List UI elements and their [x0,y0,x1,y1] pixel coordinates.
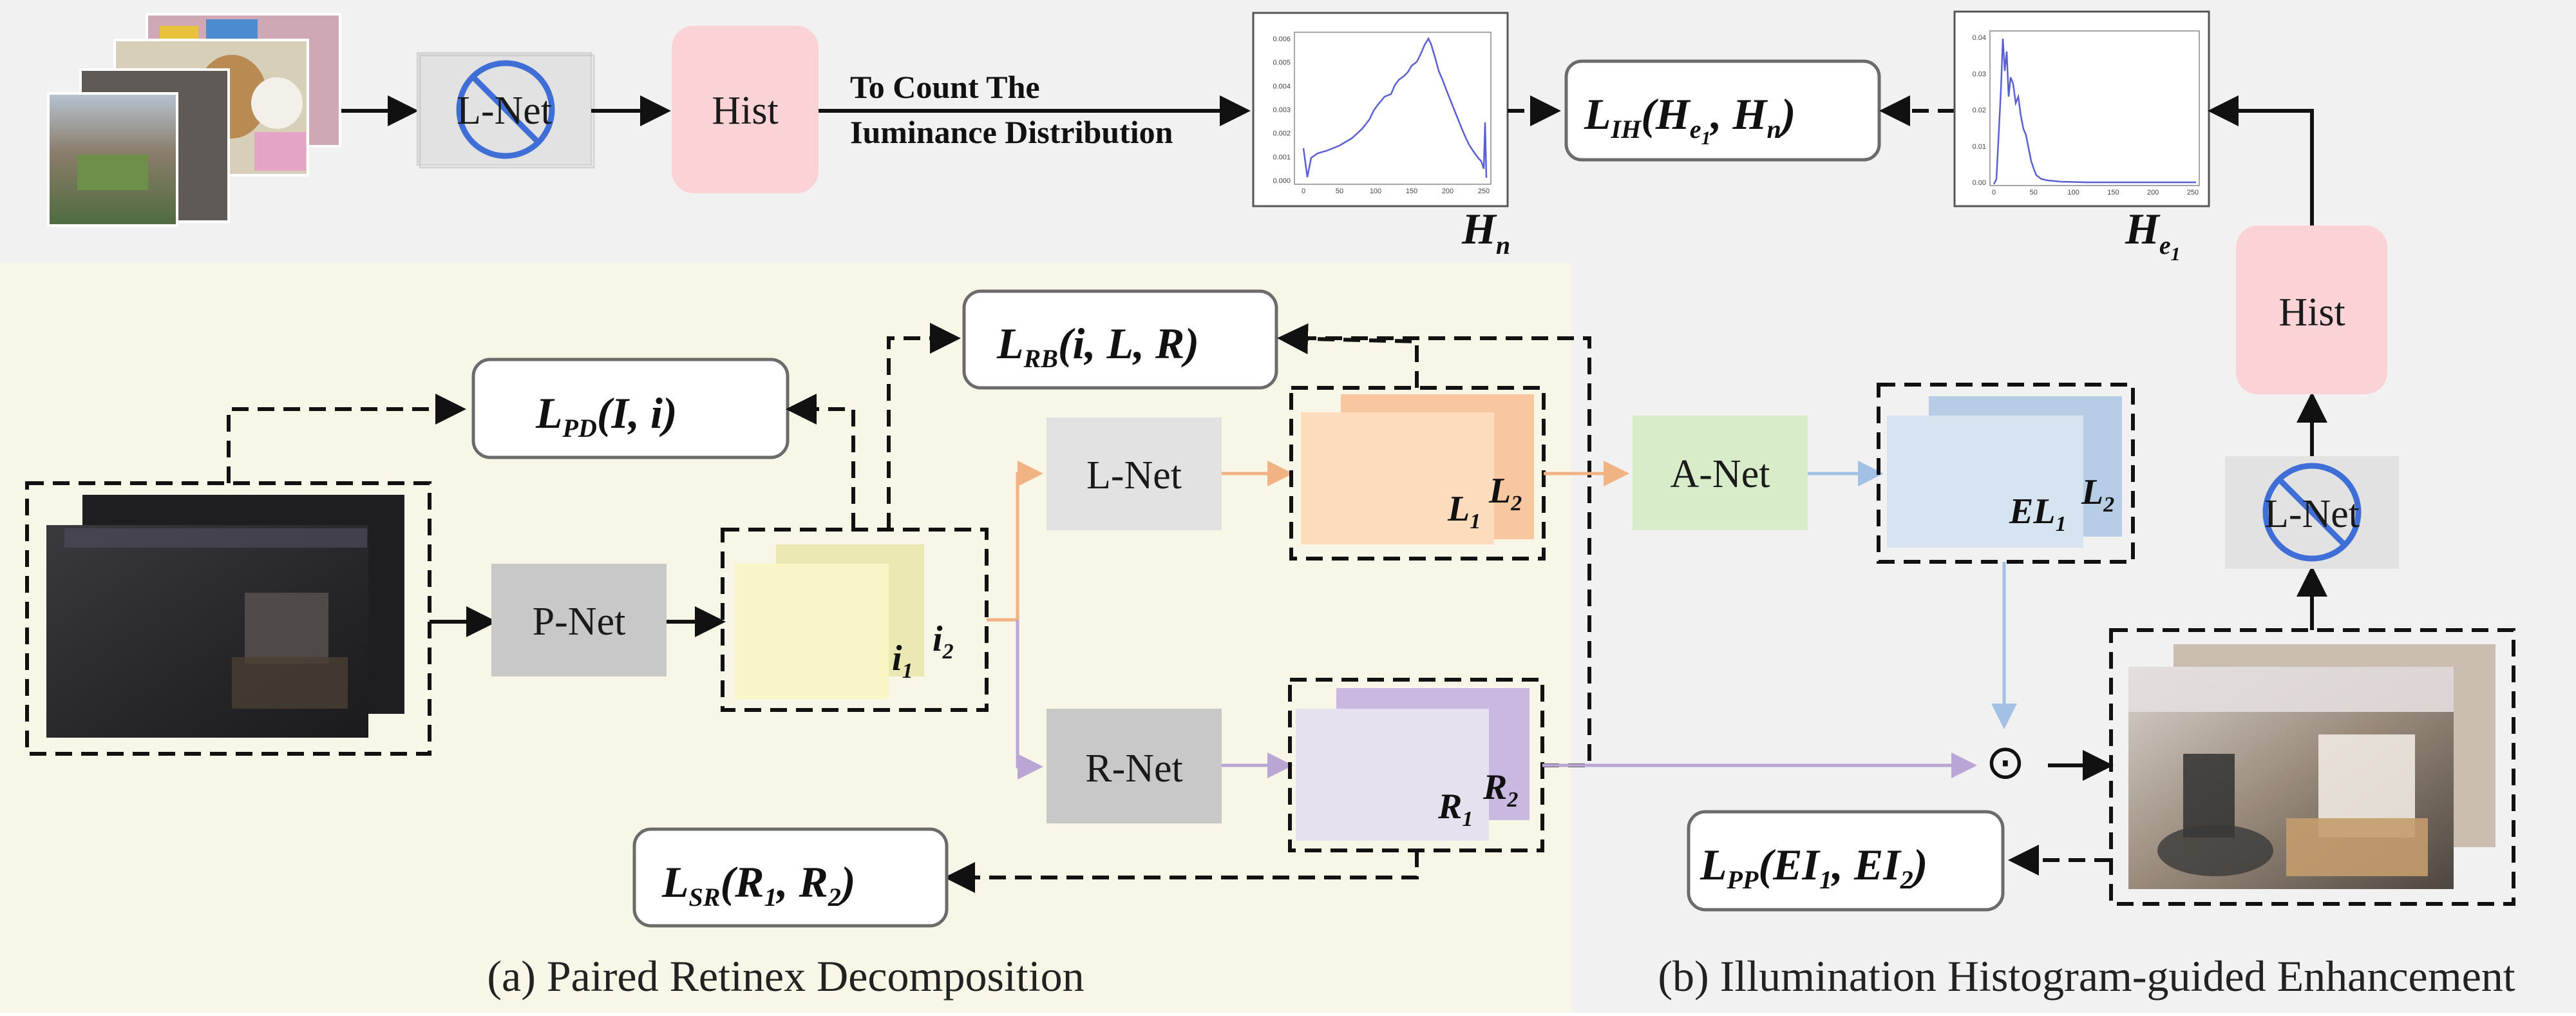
he1-x-tick-label: 0 [1992,189,1996,196]
right-lnet-label: L-Net [2264,492,2360,536]
hn-x-tick-label: 100 [1370,187,1381,195]
top-lnet-block: L-Net [417,52,595,169]
L2-label: L2 [1488,471,1522,515]
loss-pd-text: LPD(I, i) [535,388,677,443]
illumination-L-maps: L1 L2 [1289,386,1546,561]
hn-label: Hn [1461,204,1510,260]
caption-a: (a) Paired Retinex Decomposition [487,952,1084,1001]
loss-sr-text: LSR(R1, R2) [661,858,856,912]
note-line1: To Count The [850,69,1040,105]
arrow-R-to-lrb [1285,336,1591,767]
he1-curve [1993,38,2196,185]
arrow-i-to-lrb [887,323,961,530]
right-hist-label: Hist [2278,291,2345,334]
he1-x-tick-label: 200 [2147,189,2159,196]
hn-x-tick-label: 200 [1442,187,1454,195]
he1-x-tick-label: 150 [2107,189,2119,196]
loss-pp-text: LPP(EI1, EI2) [1700,840,1927,894]
arrow-i-to-rnet [1016,620,1043,780]
he1-label: He1 [2125,204,2181,265]
hn-x-tick-label: 0 [1302,187,1305,195]
top-lnet-label: L-Net [457,89,552,133]
EL-L2-label: L2 [2081,472,2114,517]
input-photo-stack [47,13,341,227]
hn-y-tick-label: 0.005 [1273,59,1291,67]
output-enhanced-pair [2109,628,2515,906]
right-lnet-block: L-Net [2225,456,2399,569]
mid-lnet-label: L-Net [1086,454,1182,497]
loss-ih-box: LIH(He1, Hn) [1564,59,1881,162]
mid-lnet-block: L-Net [1046,417,1222,530]
hn-curve [1302,37,1488,178]
loss-rb-box: LRB(i, L, R) [962,289,1278,390]
EL1-label: EL1 [2009,492,2067,536]
anet-block: A-Net [1633,416,1808,530]
he1-x-tick-label: 100 [2067,189,2079,196]
enhanced-EL-maps: EL1 L2 [1877,383,2135,564]
loss-pp-box: LPP(EI1, EI2) [1687,810,2005,912]
arrow-R-to-lsr [944,850,1419,893]
L1-label: L1 [1447,489,1481,533]
arrow-hist-to-he1 [2208,95,2314,225]
he1-y-tick-label: 0.01 [1973,143,1986,151]
i2-label: i2 [933,619,954,664]
he1-y-tick-label: 0.00 [1973,179,1986,187]
pnet-block: P-Net [491,564,667,676]
hn-histogram-plot: 0.006 0.005 0.004 0.003 0.002 0.001 0.000 0 50 1… [1252,12,1509,207]
arrow-i-to-lpd [786,394,855,530]
rnet-label: R-Net [1085,747,1183,791]
he1-y-tick-label: 0.02 [1973,107,1986,115]
input-low-light-pair [25,481,431,756]
top-hist-label: Hist [712,89,778,133]
caption-b: (b) Illumination Histogram-guided Enhanc… [1658,952,2515,1001]
hn-x-ticks: 0 50 100 150 200 250 [1302,187,1490,195]
hn-y-tick-label: 0.001 [1273,153,1291,161]
he1-y-tick-label: 0.03 [1973,70,1986,78]
arrow-i-to-lnet [987,461,1043,622]
right-hist-block: Hist [2236,225,2387,394]
hn-y-ticks: 0.006 0.005 0.004 0.003 0.002 0.001 0.000 [1273,35,1291,185]
hn-y-tick-label: 0.004 [1273,82,1291,90]
loss-ih-text: LIH(He1, Hn) [1584,90,1795,149]
prohibit-icon-right [2262,463,2362,562]
hn-x-tick-label: 50 [1336,187,1343,195]
he1-x-ticks: 0 50 100 150 200 250 [1992,189,2199,196]
loss-sr-box: LSR(R1, R2) [632,827,949,928]
hn-y-tick-label: 0.003 [1273,106,1291,114]
i1-label: i1 [892,638,913,683]
rnet-block: R-Net [1046,709,1222,823]
he1-y-tick-label: 0.04 [1973,34,1986,42]
loss-pd-box: LPD(I, i) [471,358,790,459]
top-hist-block: Hist [672,26,819,193]
note-line2: Iuminance Distribution [850,114,1173,150]
prohibit-icon [456,60,555,159]
he1-y-ticks: 0.04 0.03 0.02 0.01 0.00 [1973,34,1986,187]
he1-x-tick-label: 250 [2187,189,2199,196]
hn-x-tick-label: 250 [1478,187,1490,195]
odot-operator: ⊙ [1985,734,2025,790]
R1-label: R1 [1437,787,1473,831]
hn-y-tick-label: 0.006 [1273,35,1291,43]
R2-label: R2 [1482,767,1518,812]
pnet-label: P-Net [533,600,626,644]
he1-x-tick-label: 50 [2030,189,2038,196]
hn-y-tick-label: 0.000 [1273,177,1291,185]
hn-x-tick-label: 150 [1406,187,1417,195]
hn-y-tick-label: 0.002 [1273,130,1291,138]
loss-rb-text: LRB(i, L, R) [996,319,1199,373]
he1-histogram-plot: 0.04 0.03 0.02 0.01 0.00 0 50 100 150 200 250 [1953,10,2210,207]
anet-label: A-Net [1671,452,1770,496]
